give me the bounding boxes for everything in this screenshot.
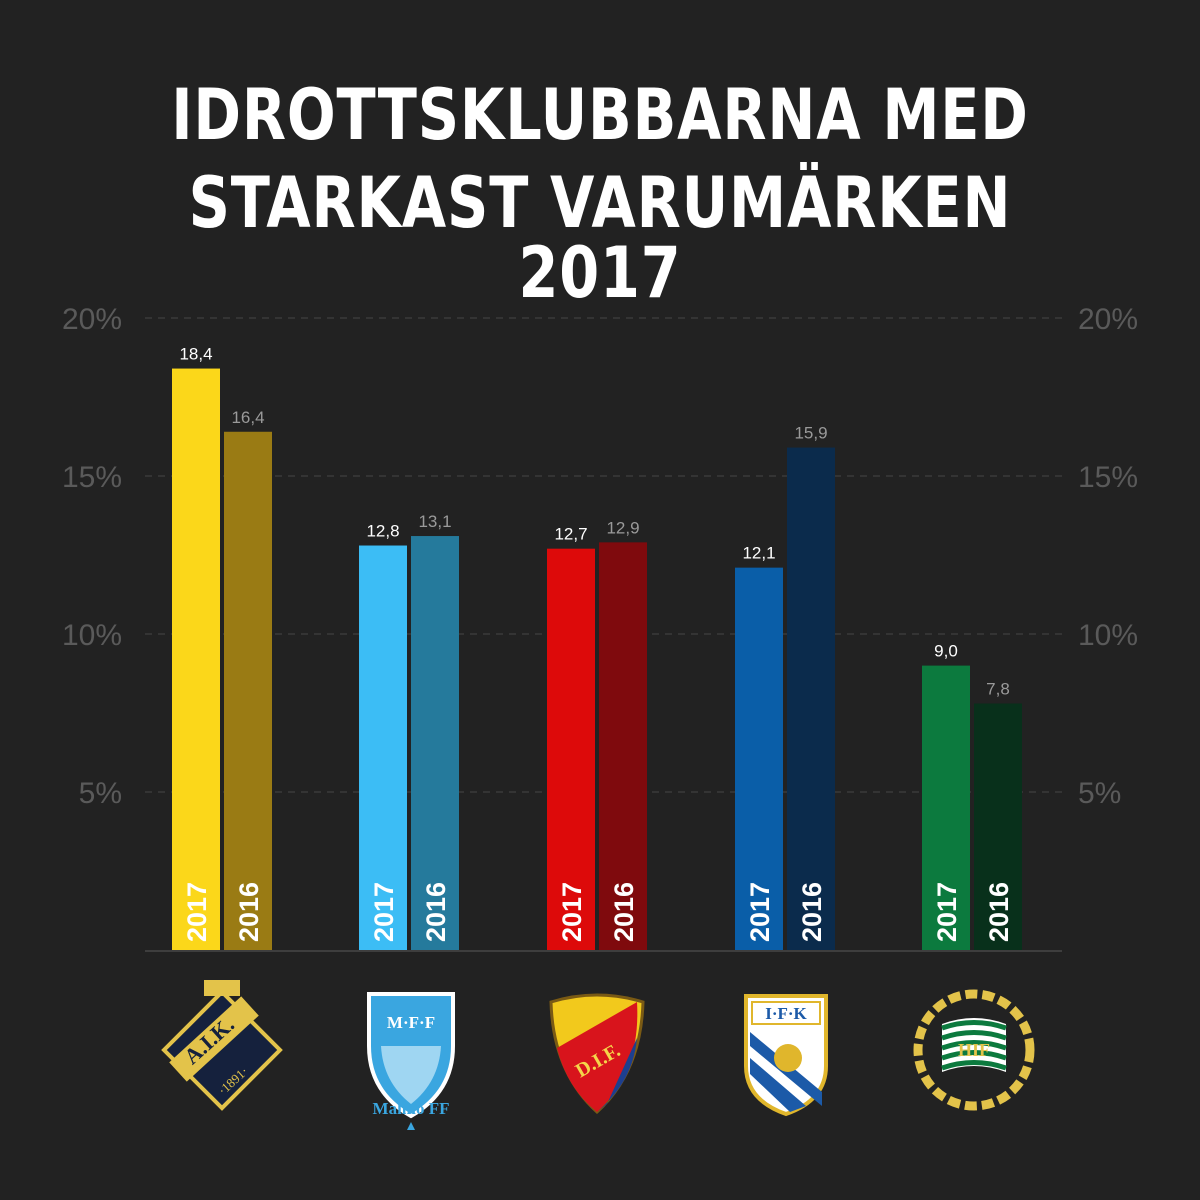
- bar-year-label: 2016: [797, 882, 827, 942]
- bar-2017-aik: [172, 368, 220, 950]
- bar-2017-hif: [922, 665, 970, 950]
- title-line-2: STARKAST VARUMÄRKEN 2017: [188, 162, 1012, 314]
- data-label: 15,9: [794, 424, 827, 443]
- dif-logo: D.I.F.: [549, 993, 645, 1115]
- bar-2016-aik: [224, 431, 272, 950]
- bar-2017-malmö-ff: [359, 545, 407, 950]
- ifk-blue-stripe-2: [750, 1058, 806, 1112]
- bar-year-label: 2016: [984, 882, 1014, 942]
- hif-logo: HIF: [913, 989, 1035, 1111]
- aik-crown: [204, 980, 240, 996]
- hif-letters: HIF: [958, 1040, 990, 1060]
- data-label: 9,0: [934, 642, 958, 661]
- hif-stripe: [941, 1040, 1007, 1051]
- bar-2016-dif: [599, 542, 647, 950]
- bar-year-label: 2017: [745, 882, 775, 942]
- data-label: 12,8: [366, 522, 399, 541]
- hif-stripe: [941, 1060, 1007, 1071]
- malmo-ff-logo: M·F·F Malmö FF: [367, 992, 455, 1130]
- ifk-logo: I·F·K: [744, 994, 828, 1117]
- bar-year-label: 2017: [369, 882, 399, 942]
- hif-stripe: [941, 1020, 1007, 1031]
- ifk-lion-icon: [774, 1044, 802, 1072]
- bar-2017-dif: [547, 548, 595, 950]
- y-tick-label-left: 20%: [62, 303, 122, 336]
- bar-year-label: 2017: [182, 882, 212, 942]
- mff-shield-inner: [381, 1046, 441, 1104]
- hif-stripe: [941, 1030, 1007, 1041]
- hif-stripe: [941, 1050, 1007, 1061]
- ifk-letters: I·F·K: [765, 1004, 807, 1023]
- bar-2016-ifk: [787, 447, 835, 950]
- data-label: 7,8: [986, 680, 1010, 699]
- y-tick-label-left: 5%: [79, 777, 122, 810]
- bar-year-label: 2016: [609, 882, 639, 942]
- data-label: 12,1: [742, 544, 775, 563]
- hif-wreath-icon: [913, 989, 1035, 1111]
- title-line-1: IDROTTSKLUBBARNA MED: [171, 74, 1029, 156]
- mff-letters: M·F·F: [387, 1013, 435, 1032]
- y-tick-label-right: 10%: [1078, 619, 1138, 652]
- data-label: 16,4: [231, 408, 264, 427]
- mff-caption: Malmö FF: [373, 1099, 450, 1118]
- aik-band: [169, 996, 259, 1082]
- y-tick-label-left: 15%: [62, 461, 122, 494]
- bar-2017-ifk: [735, 567, 783, 950]
- y-tick-label-right: 15%: [1078, 461, 1138, 494]
- bar-year-label: 2017: [932, 882, 962, 942]
- y-tick-label-right: 20%: [1078, 303, 1138, 336]
- data-label: 13,1: [418, 512, 451, 531]
- data-label: 12,7: [554, 525, 587, 544]
- data-label: 18,4: [179, 345, 212, 364]
- bar-year-label: 2016: [234, 882, 264, 942]
- bar-2016-hif: [974, 703, 1022, 950]
- bar-year-label: 2017: [557, 882, 587, 942]
- bar-year-label: 2016: [421, 882, 451, 942]
- bar-2016-malmö-ff: [411, 536, 459, 950]
- mff-star-icon: [407, 1122, 415, 1130]
- y-tick-label-right: 5%: [1078, 777, 1121, 810]
- ifk-banner: [751, 1001, 821, 1025]
- y-tick-label-left: 10%: [62, 619, 122, 652]
- aik-logo: A.I.K.·1891·: [161, 980, 283, 1111]
- data-label: 12,9: [606, 518, 639, 537]
